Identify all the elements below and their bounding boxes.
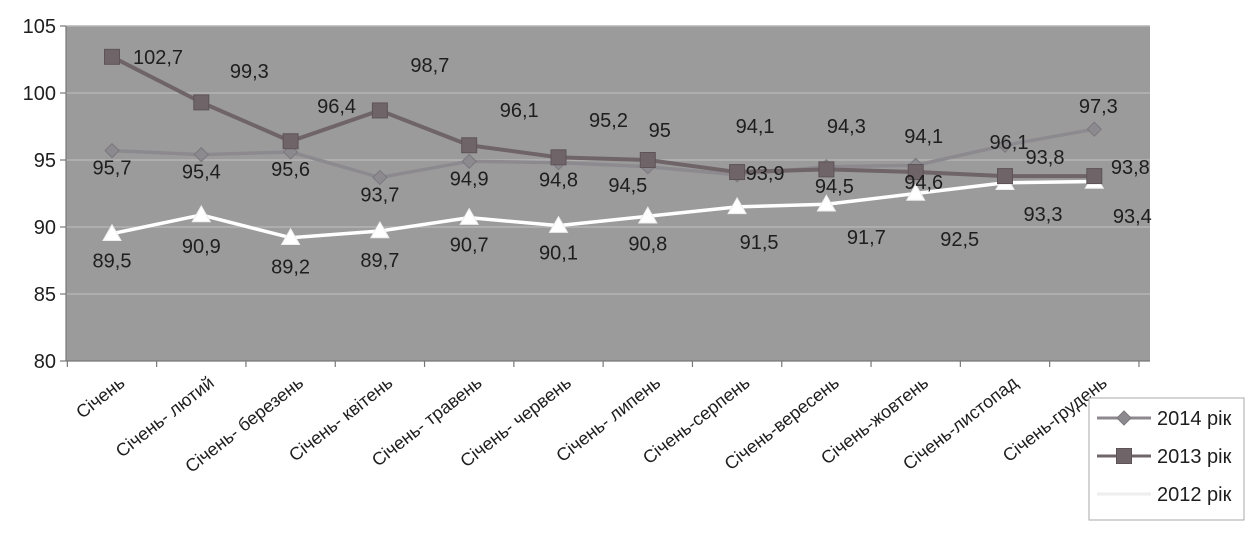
point-marker-2013: [282, 133, 299, 150]
data-label: 95,4: [182, 162, 221, 184]
data-label: 94,1: [904, 126, 943, 148]
point-marker-2014: [997, 137, 1013, 153]
point-marker-2014: [1116, 410, 1132, 426]
data-label: 94,6: [904, 172, 943, 194]
point-marker-2013: [550, 149, 567, 166]
point-marker-2012: [280, 227, 301, 245]
data-label: 92,5: [940, 229, 979, 251]
point-marker-2012: [727, 196, 747, 215]
data-label: 96,4: [317, 96, 356, 118]
data-label: 98,7: [410, 55, 449, 77]
point-marker-2012: [459, 207, 480, 225]
point-marker-2014: [104, 142, 120, 159]
data-label: 89,5: [93, 251, 132, 273]
data-label: 95,2: [589, 110, 628, 132]
point-marker-2013: [907, 164, 924, 181]
data-label: 93,3: [1024, 204, 1063, 226]
series-line: [111, 127, 1095, 180]
plot-background: [66, 26, 1150, 361]
point-marker-2013: [1116, 448, 1132, 464]
point-marker-2014: [372, 169, 388, 186]
y-axis: 80 85 90 95 100 105: [23, 16, 67, 373]
point-marker-2012: [102, 223, 122, 241]
point-marker-2012: [816, 194, 837, 212]
data-label: 94,5: [608, 175, 647, 197]
legend: 2014 рік 2013 рік 2012 рік: [1088, 397, 1245, 521]
data-label: 93,7: [360, 184, 399, 206]
series-lines: [102, 48, 1105, 245]
legend-entry: 2012 рік: [1097, 484, 1232, 506]
y-tick-label: 85: [34, 284, 56, 306]
data-label: 94,5: [815, 176, 854, 198]
point-marker-2013: [104, 48, 120, 65]
data-label: 89,7: [360, 250, 399, 272]
data-label: 89,2: [271, 257, 310, 279]
point-marker-2012: [905, 183, 926, 201]
point-marker-2013: [1086, 168, 1103, 185]
point-marker-2013: [729, 164, 746, 181]
legend-label: 2014 рік: [1157, 408, 1232, 430]
data-label: 96,1: [990, 132, 1029, 154]
data-label: 99,3: [230, 61, 269, 83]
point-marker-2013: [818, 161, 835, 178]
data-label: 91,7: [847, 227, 886, 249]
point-marker-2013: [193, 94, 210, 111]
point-marker-2014: [193, 146, 210, 163]
data-label: 93,4: [1113, 206, 1152, 228]
legend-label: 2012 рік: [1157, 484, 1232, 506]
point-marker-2013: [461, 137, 478, 154]
point-marker-2012: [637, 206, 658, 224]
point-marker-2012: [370, 221, 390, 239]
plot-area: [66, 26, 1150, 361]
data-label: 97,3: [1079, 96, 1118, 118]
series-line: [111, 179, 1095, 240]
point-marker-2013: [639, 152, 656, 168]
series-1: [104, 48, 1103, 185]
data-label: 94,1: [736, 116, 775, 138]
data-label: 90,8: [628, 233, 667, 255]
data-label: 95,6: [271, 159, 310, 181]
data-label: 96,1: [500, 100, 539, 122]
data-label: 90,7: [450, 235, 489, 257]
data-label: 94,9: [450, 168, 489, 190]
point-marker-2013: [997, 168, 1013, 185]
y-tick-label: 90: [34, 217, 56, 239]
y-tick-label: 105: [23, 16, 56, 38]
data-label: 95,7: [93, 158, 132, 180]
data-label: 90,9: [182, 236, 221, 258]
data-label: 102,7: [133, 47, 183, 69]
legend-label: 2013 рік: [1157, 446, 1232, 468]
point-marker-2012: [548, 215, 569, 233]
y-tick-label: 100: [23, 83, 56, 105]
legend-entry: 2014 рік: [1097, 408, 1232, 430]
y-tick-label: 95: [34, 150, 56, 172]
x-tick-label: Січень: [72, 372, 128, 422]
data-label: 90,1: [539, 243, 578, 265]
point-marker-2014: [461, 153, 477, 170]
data-label: 93,8: [1111, 157, 1150, 179]
legend-entry: 2013 рік: [1097, 446, 1232, 468]
point-marker-2012: [191, 204, 212, 223]
data-label: 94,3: [827, 116, 866, 138]
point-marker-2013: [371, 102, 388, 119]
data-label: 93,8: [1026, 147, 1065, 169]
point-marker-2014: [1086, 121, 1103, 137]
series-2: [102, 171, 1105, 245]
y-tick-label: 80: [34, 351, 56, 373]
data-label: 94,8: [539, 170, 578, 192]
data-labels: 95,7 95,4 95,6 93,7 94,9 94,8 94,5 93,9 94,5 94,6…: [93, 47, 1152, 279]
data-label: 93,9: [746, 163, 785, 185]
series-line: [111, 55, 1095, 179]
data-label: 95: [649, 120, 671, 142]
data-label: 91,5: [740, 232, 779, 254]
